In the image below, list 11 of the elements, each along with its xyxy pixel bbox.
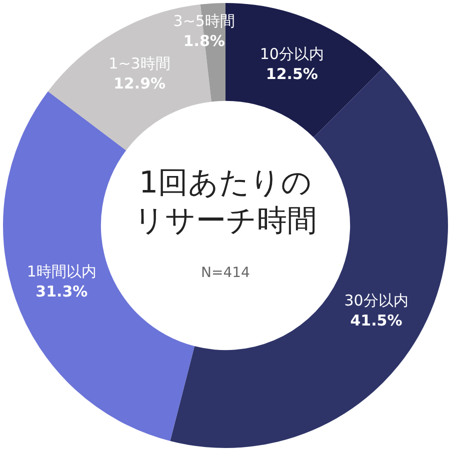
data-label: 41.5% [350,311,402,330]
text: N=414 [201,265,250,282]
data-label: 31.3% [36,282,88,301]
slice-label: 1~3時間 [108,54,170,73]
slice-label: 10分以内 [260,45,324,64]
slice-label: 30分以内 [344,291,408,310]
text: 1回あたりのリサーチ時間 [134,165,317,238]
data-label: 12.9% [113,74,166,93]
data-label: 12.5% [266,65,318,84]
data-label: 1.8% [183,32,225,50]
slice-label: 1時間以内 [26,262,96,281]
